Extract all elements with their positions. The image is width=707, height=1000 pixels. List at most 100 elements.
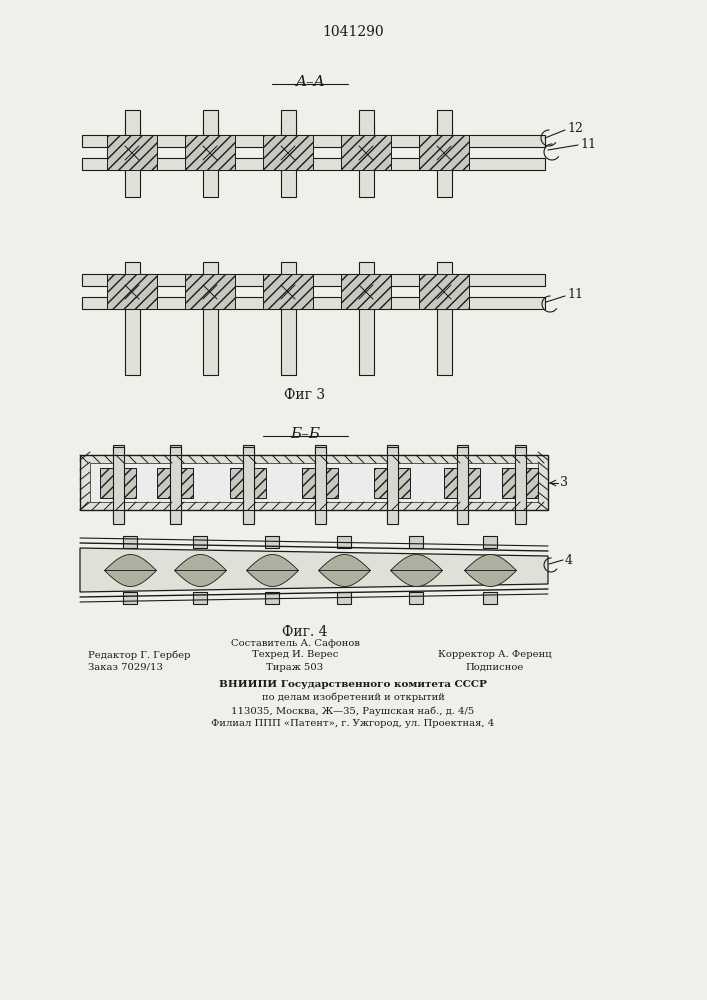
Bar — [359, 110, 374, 135]
Text: Заказ 7029/13: Заказ 7029/13 — [88, 663, 163, 672]
Bar — [243, 445, 254, 520]
Text: 11: 11 — [580, 138, 596, 151]
Bar — [359, 262, 374, 311]
Text: Подписное: Подписное — [466, 663, 524, 672]
Text: 3: 3 — [560, 477, 568, 489]
Bar — [437, 262, 452, 311]
Bar — [515, 447, 526, 455]
Bar — [444, 468, 480, 498]
Bar — [457, 447, 468, 455]
Bar — [203, 110, 218, 135]
Bar — [113, 445, 124, 520]
Bar — [185, 274, 235, 309]
Bar — [387, 445, 398, 520]
Bar — [263, 135, 313, 170]
Text: 1041290: 1041290 — [322, 25, 384, 39]
Polygon shape — [80, 548, 548, 592]
Bar — [123, 592, 137, 604]
Bar — [265, 536, 279, 548]
Bar — [437, 110, 452, 135]
Bar — [281, 110, 296, 135]
Text: Корректор А. Ференц: Корректор А. Ференц — [438, 650, 551, 659]
Text: Б–Б: Б–Б — [290, 427, 320, 441]
Bar — [281, 123, 296, 172]
Bar — [281, 159, 296, 197]
Bar — [82, 158, 545, 170]
Bar — [243, 447, 254, 455]
Bar — [82, 135, 545, 147]
Bar — [263, 274, 313, 309]
Bar — [100, 468, 136, 498]
Bar — [359, 159, 374, 197]
Bar — [281, 309, 296, 375]
Bar — [203, 159, 218, 197]
Bar — [170, 447, 181, 455]
Bar — [341, 135, 391, 170]
Bar — [203, 123, 218, 172]
Bar — [265, 592, 279, 604]
Bar — [203, 262, 218, 311]
Bar — [281, 262, 296, 311]
Bar — [337, 592, 351, 604]
Bar — [483, 536, 497, 548]
Text: Тираж 503: Тираж 503 — [267, 663, 324, 672]
Bar — [457, 510, 468, 524]
Bar — [113, 447, 124, 455]
Bar — [90, 463, 538, 502]
Text: Составитель А. Сафонов: Составитель А. Сафонов — [230, 639, 359, 648]
Bar — [419, 135, 469, 170]
Bar — [230, 468, 266, 498]
Bar — [437, 123, 452, 172]
Bar — [483, 592, 497, 604]
Bar — [125, 123, 140, 172]
Bar — [315, 447, 326, 455]
Bar — [387, 447, 398, 455]
Bar — [387, 510, 398, 524]
Text: Фиг 3: Фиг 3 — [284, 388, 325, 402]
Text: 12: 12 — [567, 121, 583, 134]
Bar — [82, 297, 545, 309]
Text: Филиал ППП «Патент», г. Ужгород, ул. Проектная, 4: Филиал ППП «Патент», г. Ужгород, ул. Про… — [211, 719, 495, 728]
Bar — [125, 262, 140, 311]
Bar — [193, 592, 207, 604]
Bar — [170, 445, 181, 520]
Bar — [315, 510, 326, 524]
Bar — [107, 274, 157, 309]
Bar — [315, 445, 326, 520]
Bar — [302, 468, 338, 498]
Bar — [113, 510, 124, 524]
Bar — [437, 159, 452, 197]
Text: Редактор Г. Гербер: Редактор Г. Гербер — [88, 650, 190, 660]
Bar — [243, 510, 254, 524]
Bar — [341, 274, 391, 309]
Bar — [107, 135, 157, 170]
Bar — [125, 110, 140, 135]
Text: Техред И. Верес: Техред И. Верес — [252, 650, 338, 659]
Bar — [409, 536, 423, 548]
Text: ВНИИПИ Государственного комитета СССР: ВНИИПИ Государственного комитета СССР — [219, 680, 487, 689]
Bar — [80, 455, 548, 510]
Bar — [157, 468, 193, 498]
Bar — [502, 468, 538, 498]
Bar — [359, 123, 374, 172]
Text: 11: 11 — [567, 288, 583, 302]
Bar — [337, 536, 351, 548]
Bar — [457, 445, 468, 520]
Text: 4: 4 — [565, 554, 573, 566]
Bar — [437, 309, 452, 375]
Bar — [515, 445, 526, 520]
Text: A–A: A–A — [296, 75, 325, 89]
Bar — [185, 135, 235, 170]
Bar — [82, 274, 545, 286]
Bar — [125, 159, 140, 197]
Bar — [419, 274, 469, 309]
Bar — [193, 536, 207, 548]
Bar — [203, 309, 218, 375]
Bar — [359, 309, 374, 375]
Bar — [515, 510, 526, 524]
Bar — [125, 309, 140, 375]
Text: Фиг. 4: Фиг. 4 — [282, 625, 328, 639]
Bar — [170, 510, 181, 524]
Bar — [374, 468, 410, 498]
Bar — [123, 536, 137, 548]
